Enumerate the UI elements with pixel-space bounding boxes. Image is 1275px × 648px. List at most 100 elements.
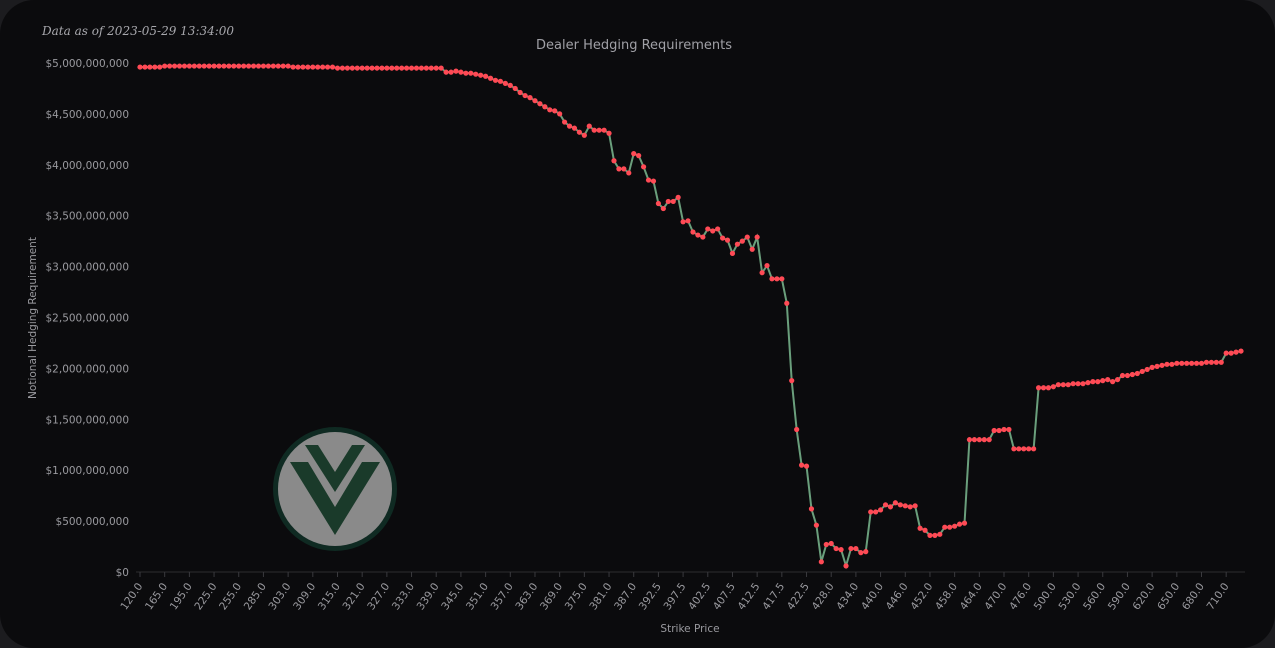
point xyxy=(976,437,982,443)
point xyxy=(705,226,711,232)
point xyxy=(176,63,183,69)
point xyxy=(221,63,227,69)
point xyxy=(863,549,869,555)
point xyxy=(685,218,691,224)
point xyxy=(1035,385,1042,391)
point xyxy=(443,69,449,75)
point xyxy=(137,64,143,70)
x-tick-label: 327.0 xyxy=(365,581,392,613)
point xyxy=(502,80,508,86)
x-tick-label: 285.0 xyxy=(242,581,269,613)
point xyxy=(966,437,973,443)
point xyxy=(848,545,854,552)
point xyxy=(280,63,286,69)
point xyxy=(1184,360,1190,366)
point xyxy=(759,270,765,276)
point xyxy=(517,89,523,96)
x-tick-label: 428.0 xyxy=(810,581,837,613)
point xyxy=(986,437,992,443)
x-axis-label: Strike Price xyxy=(660,623,719,635)
point xyxy=(532,98,538,104)
point xyxy=(626,170,632,176)
point xyxy=(285,63,291,69)
point xyxy=(1050,384,1056,390)
x-tick-label: 590.0 xyxy=(1106,581,1133,613)
point xyxy=(1119,372,1126,379)
point xyxy=(231,63,237,69)
point xyxy=(838,547,844,553)
chart-title: Dealer Hedging Requirements xyxy=(536,38,732,53)
point xyxy=(581,132,587,138)
point xyxy=(423,65,429,71)
point xyxy=(453,68,459,74)
point xyxy=(152,64,158,70)
point xyxy=(241,63,247,69)
point xyxy=(1218,359,1224,365)
point xyxy=(808,506,815,512)
point xyxy=(724,237,731,243)
point xyxy=(418,65,425,71)
point xyxy=(734,241,741,247)
point xyxy=(981,437,987,443)
point xyxy=(270,63,276,69)
point xyxy=(1213,359,1219,365)
point xyxy=(947,524,953,530)
point xyxy=(655,200,662,207)
point xyxy=(1149,364,1155,370)
x-tick-label: 309.0 xyxy=(291,581,318,613)
logo-v-inner xyxy=(305,445,365,492)
x-tick-label: 710.0 xyxy=(1205,581,1232,613)
point xyxy=(329,64,336,70)
point xyxy=(1203,359,1210,365)
point xyxy=(1223,350,1229,356)
point xyxy=(877,507,884,513)
point xyxy=(917,525,923,531)
point xyxy=(438,65,444,71)
x-tick-label: 387.0 xyxy=(612,581,639,613)
point xyxy=(1189,360,1195,366)
point xyxy=(927,532,933,538)
x-tick-label: 357.0 xyxy=(489,581,516,613)
point xyxy=(576,129,583,135)
x-tick-label: 315.0 xyxy=(316,581,343,613)
x-tick-label: 381.0 xyxy=(587,581,614,613)
point xyxy=(265,63,271,69)
point xyxy=(1164,361,1170,367)
x-tick-label: 452.0 xyxy=(908,581,935,613)
point xyxy=(404,65,410,71)
x-tick-label: 560.0 xyxy=(1081,581,1108,613)
x-tick-label: 464.0 xyxy=(958,581,985,613)
y-tick-label: $3,500,000,000 xyxy=(46,211,130,223)
point xyxy=(789,378,795,384)
point xyxy=(492,77,499,83)
y-tick-label: $4,000,000,000 xyxy=(46,160,130,172)
point xyxy=(1080,381,1086,387)
point xyxy=(1154,363,1160,369)
y-axis-label: Notional Hedging Requirement xyxy=(27,237,39,399)
point xyxy=(369,65,375,71)
logo xyxy=(273,427,397,551)
point xyxy=(226,63,232,69)
point xyxy=(892,500,898,506)
x-tick-label: 530.0 xyxy=(1056,581,1083,613)
point xyxy=(956,521,963,527)
point xyxy=(478,72,484,78)
point xyxy=(295,64,301,70)
point xyxy=(216,63,222,69)
point xyxy=(487,75,494,81)
point xyxy=(1233,349,1239,355)
point xyxy=(201,63,207,69)
x-tick-label: 620.0 xyxy=(1131,581,1158,613)
point xyxy=(344,65,350,71)
point xyxy=(650,178,657,184)
point xyxy=(700,234,706,240)
point xyxy=(1001,426,1007,433)
point xyxy=(181,63,188,69)
x-tick-label: 165.0 xyxy=(143,581,170,613)
point xyxy=(897,502,903,508)
x-tick-label: 375.0 xyxy=(563,581,590,613)
point xyxy=(1139,368,1145,375)
point xyxy=(882,502,889,508)
point xyxy=(710,228,716,234)
